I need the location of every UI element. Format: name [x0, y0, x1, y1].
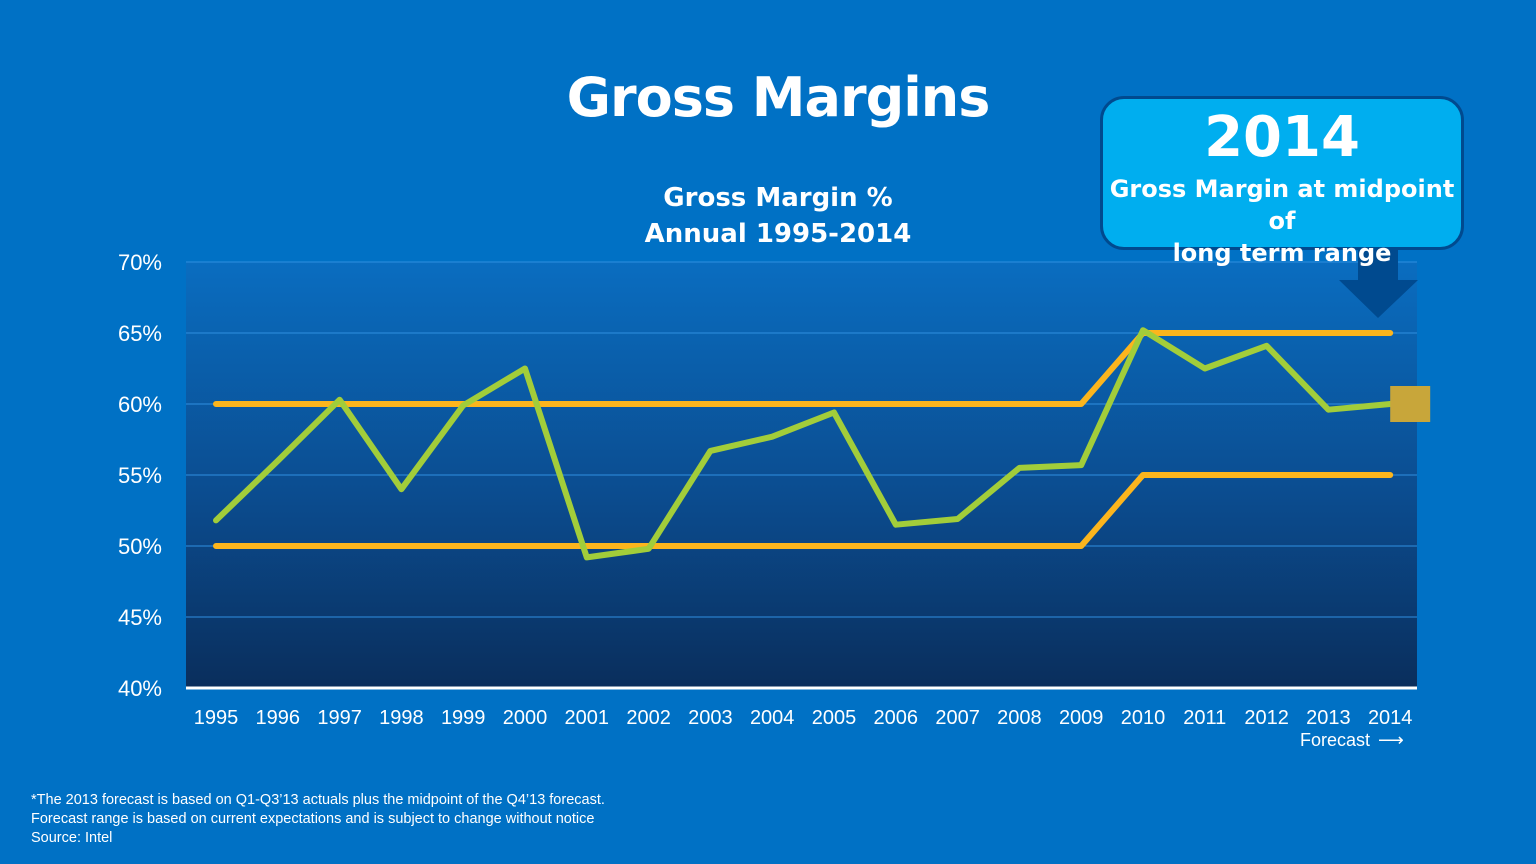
x-tick-label: 1998: [379, 707, 424, 729]
y-tick-label: 55%: [118, 463, 162, 488]
x-tick-label: 1996: [256, 707, 301, 729]
x-tick-label: 2009: [1059, 707, 1104, 729]
series-group: [213, 327, 1394, 561]
x-tick-label: 2000: [503, 707, 548, 729]
footnote-3: Source: Intel: [31, 830, 113, 846]
forecast-text: Forecast: [1300, 730, 1371, 750]
arrow-right-icon: ⟶: [1378, 730, 1404, 750]
gross-margin-line: [213, 327, 1394, 561]
y-tick-label: 70%: [118, 250, 162, 275]
chart-title: Gross Margin % Annual 1995-2014: [578, 180, 978, 252]
footnote-1: *The 2013 forecast is based on Q1-Q3’13 …: [31, 792, 605, 808]
x-tick-label: 2003: [688, 707, 733, 729]
callout-box: 2014 Gross Margin at midpoint of long te…: [1100, 96, 1464, 267]
y-axis-ticks: 40% 45% 50% 55% 60% 65% 70%: [118, 250, 162, 701]
forecast-label: Forecast ⟶: [1300, 730, 1404, 751]
footnotes: *The 2013 forecast is based on Q1-Q3’13 …: [31, 791, 605, 848]
y-tick-label: 65%: [118, 321, 162, 346]
chart-title-line-1: Gross Margin %: [663, 183, 893, 213]
y-tick-label: 50%: [118, 534, 162, 559]
range-lower-line: [213, 472, 1394, 549]
chart-title-line-2: Annual 1995-2014: [644, 219, 912, 249]
footnote-2: Forecast range is based on current expec…: [31, 811, 595, 827]
callout-year: 2014: [1204, 105, 1360, 170]
x-tick-label: 2013: [1306, 707, 1351, 729]
callout-text-line-2: long term range: [1172, 239, 1392, 267]
y-tick-label: 40%: [118, 676, 162, 701]
x-tick-label: 2010: [1121, 707, 1166, 729]
forecast-marker-group: [1390, 386, 1431, 422]
x-tick-label: 2005: [812, 707, 857, 729]
x-tick-label: 1999: [441, 707, 486, 729]
slide-title: Gross Margins: [566, 66, 991, 129]
forecast-marker: [1390, 386, 1431, 422]
callout-text: Gross Margin at midpoint of long term ra…: [1103, 173, 1461, 269]
callout-arrow: [1339, 248, 1418, 318]
x-tick-label: 2011: [1183, 707, 1226, 729]
x-tick-label: 2002: [626, 707, 671, 729]
x-tick-label: 2004: [750, 707, 795, 729]
x-tick-label: 1997: [317, 707, 362, 729]
x-tick-label: 2007: [935, 707, 980, 729]
range-upper-line: [213, 330, 1394, 407]
y-tick-label: 45%: [118, 605, 162, 630]
y-tick-label: 60%: [118, 392, 162, 417]
x-axis-ticks: 1995 1996 1997 1998 1999 2000 2001 2002 2003 2004…: [194, 707, 1413, 729]
callout-text-line-1: Gross Margin at midpoint of: [1109, 175, 1455, 235]
x-tick-label: 2014: [1368, 707, 1413, 729]
x-tick-label: 2012: [1244, 707, 1289, 729]
x-tick-label: 2008: [997, 707, 1042, 729]
x-tick-label: 2001: [565, 707, 610, 729]
x-tick-label: 2006: [874, 707, 919, 729]
x-tick-label: 1995: [194, 707, 239, 729]
